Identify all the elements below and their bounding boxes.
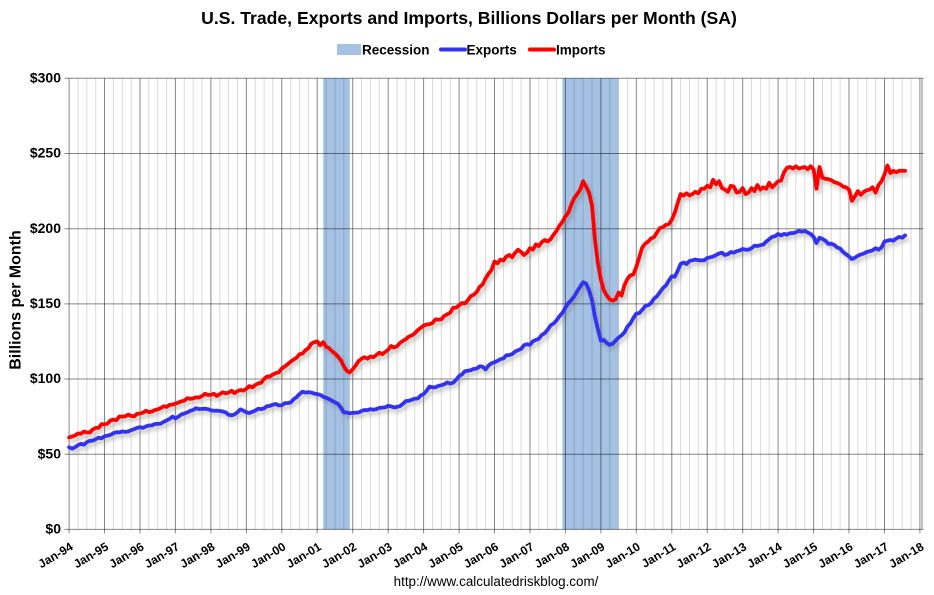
svg-text:$0: $0 [45, 521, 61, 537]
svg-text:http://www.calculatedriskblog.: http://www.calculatedriskblog.com/ [394, 574, 599, 589]
svg-text:$200: $200 [30, 220, 61, 236]
svg-text:$50: $50 [38, 445, 62, 461]
svg-text:$300: $300 [30, 70, 61, 86]
svg-text:Billions per Month: Billions per Month [8, 230, 25, 370]
svg-text:Exports: Exports [467, 43, 517, 58]
svg-text:$250: $250 [30, 145, 61, 161]
svg-text:$150: $150 [30, 295, 61, 311]
svg-text:Recession: Recession [362, 43, 430, 58]
svg-text:Imports: Imports [556, 43, 606, 58]
svg-text:U.S. Trade, Exports and Import: U.S. Trade, Exports and Imports, Billion… [201, 8, 737, 28]
svg-text:$100: $100 [30, 370, 61, 386]
